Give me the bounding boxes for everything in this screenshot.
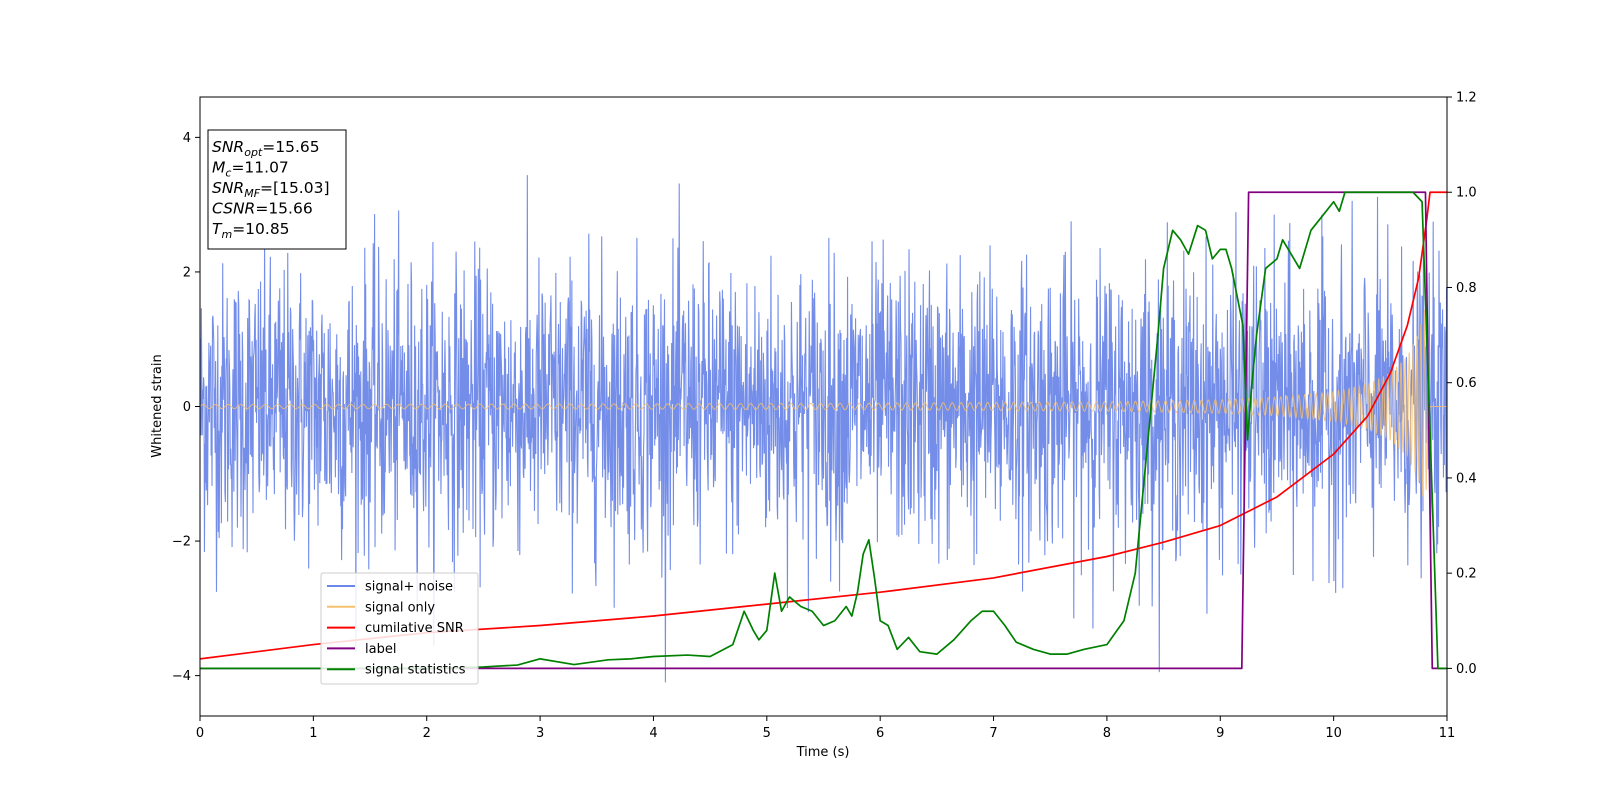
y-left-tick-label: 2 (183, 265, 191, 280)
y-left-tick-label: −2 (172, 535, 191, 550)
x-tick-label: 4 (649, 726, 657, 741)
legend-label: label (365, 642, 396, 657)
legend-label: signal+ noise (365, 580, 453, 595)
x-tick-label: 11 (1439, 726, 1456, 741)
legend-label: signal only (365, 600, 435, 615)
x-tick-label: 6 (876, 726, 884, 741)
series-label (200, 191, 1447, 670)
info-box-line: Tm=10.85 (212, 220, 290, 241)
x-tick-label: 1 (309, 726, 317, 741)
y-axis-label: Whitened strain (150, 354, 165, 457)
y-left-tick-label: −4 (172, 669, 191, 684)
series-signal-only (200, 309, 1447, 497)
legend: signal+ noise signal only cumilative SNR la… (320, 572, 479, 685)
y-right-tick-label: 0.4 (1456, 471, 1477, 486)
y-left-tick-label: 4 (183, 131, 191, 146)
y-left-axis: −4 −2 0 2 4 (172, 131, 200, 684)
info-box-line: Mc=11.07 (212, 159, 289, 180)
series-signal-noise (200, 175, 1447, 683)
x-tick-label: 10 (1325, 726, 1342, 741)
x-tick-label: 5 (763, 726, 771, 741)
y-right-tick-label: 1.0 (1456, 186, 1477, 201)
info-box-line: CSNR=15.66 (212, 200, 313, 218)
series-layer (200, 175, 1447, 683)
y-right-axis: 0.0 0.2 0.4 0.6 0.8 1.0 1.2 (1447, 91, 1477, 677)
info-box-line: SNRopt=15.65 (212, 138, 320, 159)
legend-frame (320, 572, 479, 685)
y-right-tick-label: 0.0 (1456, 662, 1477, 677)
series-signal-statistics (200, 191, 1447, 670)
x-axis: 0 1 2 3 4 5 6 7 8 9 10 11 (196, 716, 1455, 741)
series-cumilative-snr (200, 191, 1447, 660)
legend-label: cumilative SNR (365, 621, 464, 636)
x-tick-label: 3 (536, 726, 544, 741)
x-tick-label: 2 (423, 726, 431, 741)
info-box-line: SNRMF=[15.03] (212, 179, 330, 200)
x-tick-label: 0 (196, 726, 204, 741)
y-right-tick-label: 0.6 (1456, 376, 1477, 391)
legend-label: signal statistics (365, 663, 466, 678)
info-box: SNRopt=15.65Mc=11.07SNRMF=[15.03]CSNR=15… (207, 129, 347, 250)
y-right-tick-label: 0.2 (1456, 567, 1477, 582)
x-tick-label: 8 (1103, 726, 1111, 741)
y-left-tick-label: 0 (183, 400, 191, 415)
x-axis-label: Time (s) (796, 745, 850, 760)
y-right-tick-label: 1.2 (1456, 91, 1477, 106)
x-tick-label: 9 (1216, 726, 1224, 741)
y-right-tick-label: 0.8 (1456, 281, 1477, 296)
info-box-frame (207, 129, 347, 250)
x-tick-label: 7 (989, 726, 997, 741)
